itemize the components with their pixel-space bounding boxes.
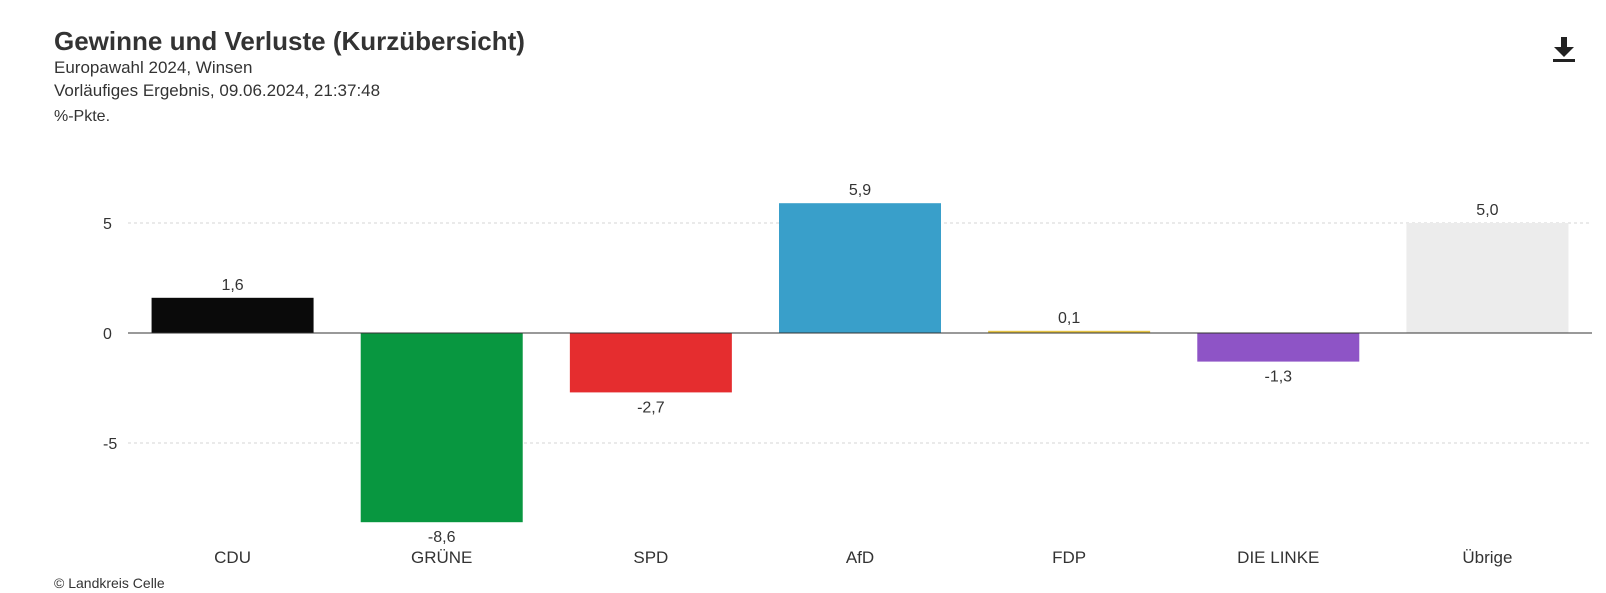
x-tick-label: AfD bbox=[846, 548, 874, 567]
x-tick-label: FDP bbox=[1052, 548, 1086, 567]
y-tick-label: 5 bbox=[103, 216, 112, 233]
bar-3[interactable] bbox=[779, 203, 941, 333]
download-icon[interactable] bbox=[1550, 34, 1578, 64]
chart-subtitle-election: Europawahl 2024, Winsen bbox=[54, 58, 253, 77]
chart-title: Gewinne und Verluste (Kurzübersicht) bbox=[54, 26, 525, 56]
x-tick-label: GRÜNE bbox=[411, 548, 472, 567]
bar-0[interactable] bbox=[151, 297, 314, 333]
y-axis-unit-label: %-Pkte. bbox=[54, 108, 111, 125]
data-label: -2,7 bbox=[637, 399, 665, 416]
bar-5[interactable] bbox=[1197, 333, 1360, 362]
x-tick-label: SPD bbox=[633, 548, 668, 567]
data-label: 0,1 bbox=[1058, 310, 1080, 327]
data-label: -8,6 bbox=[428, 529, 456, 546]
bar-6[interactable] bbox=[1406, 223, 1569, 333]
y-tick-label: -5 bbox=[103, 436, 117, 453]
x-tick-label: Übrige bbox=[1462, 548, 1512, 567]
data-label: 5,9 bbox=[849, 182, 871, 199]
x-tick-label: CDU bbox=[214, 548, 251, 567]
bar-4[interactable] bbox=[988, 330, 1151, 333]
x-tick-label: DIE LINKE bbox=[1237, 548, 1319, 567]
data-label: -1,3 bbox=[1264, 369, 1292, 386]
chart-subtitle-result: Vorläufiges Ergebnis, 09.06.2024, 21:37:… bbox=[54, 81, 381, 100]
y-tick-label: 0 bbox=[103, 326, 112, 343]
bar-1[interactable] bbox=[360, 333, 523, 523]
data-label: 1,6 bbox=[221, 277, 243, 294]
source-credit: © Landkreis Celle bbox=[54, 575, 165, 591]
bar-2[interactable] bbox=[569, 333, 732, 393]
data-label: 5,0 bbox=[1476, 202, 1498, 219]
